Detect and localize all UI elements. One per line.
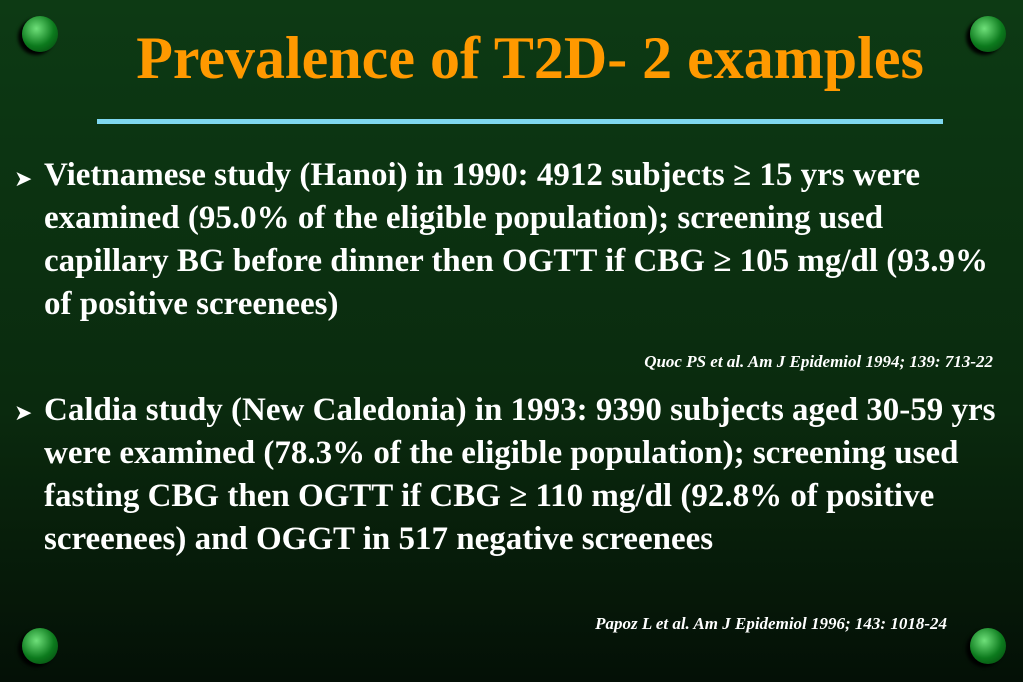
bullet-text: Caldia study (New Caledonia) in 1993: 93…: [44, 392, 996, 557]
corner-ornament: [22, 16, 58, 52]
reference: Papoz L et al. Am J Epidemiol 1996; 143:…: [595, 614, 947, 633]
corner-ornament: [22, 628, 58, 664]
bullet-icon: ➤: [14, 400, 33, 425]
bullet-icon: ➤: [14, 166, 33, 191]
corner-ornament: [970, 628, 1006, 664]
bullet-text: Vietnamese study (Hanoi) in 1990: 4912 s…: [44, 157, 988, 322]
corner-ornament: [970, 16, 1006, 52]
slide-title: Prevalence of T2D- 2 examples: [136, 25, 924, 91]
reference: Quoc PS et al. Am J Epidemiol 1994; 139:…: [644, 352, 993, 371]
title-rule: [97, 119, 943, 124]
